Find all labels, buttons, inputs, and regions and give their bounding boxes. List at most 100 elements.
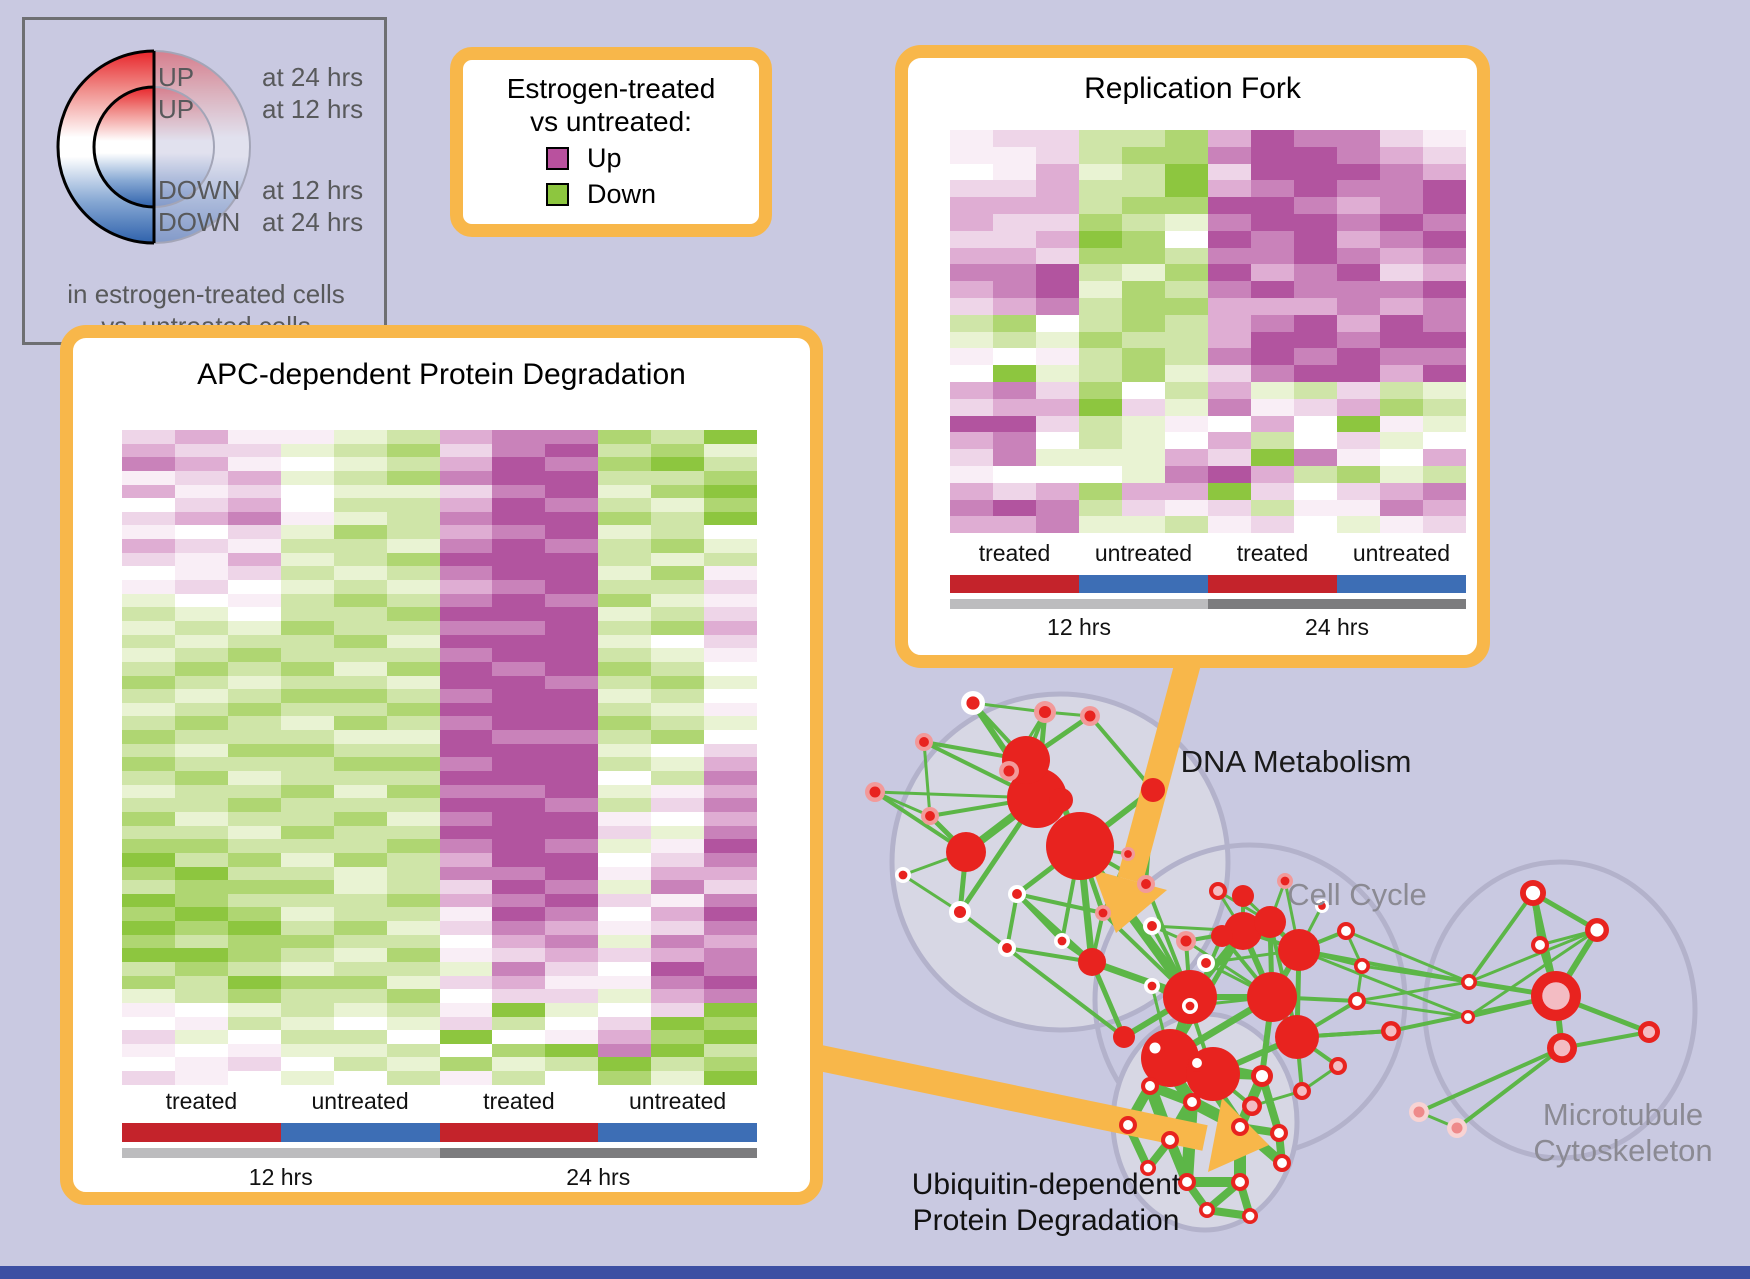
network-node-core — [1165, 1135, 1175, 1145]
heatmap-row — [950, 331, 1466, 349]
bottom-border-strip — [0, 1266, 1750, 1279]
network-edge — [1355, 999, 1470, 1019]
heatmap-row — [122, 730, 758, 744]
network-node-core — [1535, 940, 1545, 950]
treated-bar-segment — [439, 1123, 599, 1142]
network-node-core — [925, 811, 935, 821]
heatmap-row — [122, 716, 758, 731]
heatmap-row — [950, 516, 1466, 534]
network-node-core — [1385, 1025, 1397, 1037]
heatmap-row — [950, 381, 1466, 399]
network-node-core — [1246, 1100, 1258, 1112]
heatmap-row — [950, 180, 1466, 198]
network-edge — [1355, 980, 1471, 1003]
apc-treatment-bar — [122, 1123, 757, 1142]
ring-row-dir: UP — [158, 94, 194, 124]
heatmap-row — [122, 675, 758, 690]
ring-row-time: at 12 hrs — [262, 94, 363, 124]
network-edge — [1005, 946, 1094, 964]
network-node-core — [1464, 977, 1474, 987]
network-edge — [1417, 1046, 1564, 1114]
network-edge — [901, 873, 962, 914]
rf-group-labels: treated untreated treated untreated — [950, 540, 1466, 567]
heatmap-row — [950, 465, 1466, 483]
heatmap-row — [950, 415, 1466, 433]
heatmap-row — [950, 297, 1466, 315]
network-node-core — [966, 696, 980, 710]
label-24hrs: 24 hrs — [1305, 614, 1369, 640]
heatmap-row — [950, 348, 1466, 366]
network-node-core — [1141, 879, 1151, 889]
updown-legend-title-line1: Estrogen-treated — [506, 73, 716, 104]
heatmap-row — [122, 648, 758, 662]
heatmap-row — [950, 264, 1466, 282]
heatmap-row — [122, 798, 758, 812]
network-edge — [922, 740, 932, 818]
network-edge — [1015, 892, 1105, 915]
heatmap-row — [950, 449, 1466, 466]
heatmap-row — [122, 457, 758, 471]
network-node-core — [1123, 1120, 1133, 1130]
up-color-swatch — [546, 147, 569, 170]
heatmap-row — [122, 934, 758, 949]
network-node — [1247, 972, 1297, 1022]
heatmap-row — [122, 989, 758, 1003]
heatmap-row — [122, 784, 758, 799]
heatmap-row — [950, 432, 1466, 450]
apc-degradation-title: APC-dependent Protein Degradation — [197, 358, 686, 391]
updown-legend-box: Estrogen-treated vs untreated: Up Down — [450, 47, 772, 237]
heatmap-row — [950, 130, 1466, 147]
heatmap-row — [122, 866, 758, 881]
ring-footer-line1: in estrogen-treated cells — [67, 279, 344, 309]
network-node-core — [919, 737, 929, 747]
heatmap-row — [950, 499, 1466, 517]
network-node-core — [1280, 876, 1290, 886]
network-node-core — [1413, 1106, 1425, 1118]
network-node-core — [1124, 850, 1132, 858]
rf-time-bar — [950, 599, 1466, 609]
network-node — [1275, 1015, 1319, 1059]
group-label: untreated — [311, 1088, 409, 1114]
network-node-core — [1245, 1211, 1255, 1221]
network-node-core — [1590, 923, 1604, 937]
heatmap-row — [122, 1057, 758, 1072]
legend-row-down: Down — [546, 179, 676, 210]
network-node-core — [1274, 1128, 1284, 1138]
heatmap-row — [122, 839, 758, 853]
ring-row-dir: UP — [158, 62, 194, 92]
network-node-core — [1201, 958, 1211, 968]
network-edge — [1005, 892, 1019, 950]
ring-row-time: at 24 hrs — [262, 207, 363, 237]
network-edge — [1005, 946, 1126, 1039]
network-node-core — [1542, 982, 1570, 1010]
network-node-core — [1003, 765, 1015, 777]
treated-bar-segment — [950, 575, 1079, 593]
heatmap-row — [122, 1002, 758, 1017]
legend-row-up: Up — [546, 143, 676, 174]
network-edge — [1360, 964, 1471, 984]
apc-time-labels: 12 hrs 24 hrs — [122, 1164, 757, 1191]
network-edge — [1088, 714, 1155, 792]
down-label: Down — [587, 179, 657, 209]
label-12hrs: 12 hrs — [248, 1164, 313, 1190]
cluster-label: Ubiquitin-dependent — [912, 1168, 1181, 1201]
heatmap-row — [122, 743, 758, 758]
network-node-core — [1187, 1097, 1197, 1107]
network-node — [1113, 1026, 1135, 1048]
heatmap-row — [122, 893, 758, 908]
network-node-core — [1149, 1042, 1161, 1054]
heatmap-row — [122, 661, 758, 676]
network-edge — [1455, 1046, 1564, 1130]
heatmap-row — [122, 539, 758, 553]
heatmap-row — [950, 247, 1466, 265]
network-edge — [971, 701, 1047, 714]
network-node-core — [1147, 921, 1157, 931]
group-label: untreated — [1094, 540, 1193, 566]
annotation-arrow-shaft — [1117, 644, 1205, 884]
rf-treatment-bar — [950, 575, 1466, 593]
network-edge — [873, 790, 932, 818]
network-node — [1163, 970, 1217, 1024]
heatmap-row — [950, 398, 1466, 416]
replication-fork-panel: Replication Fork treated untreated treated… — [895, 45, 1490, 668]
